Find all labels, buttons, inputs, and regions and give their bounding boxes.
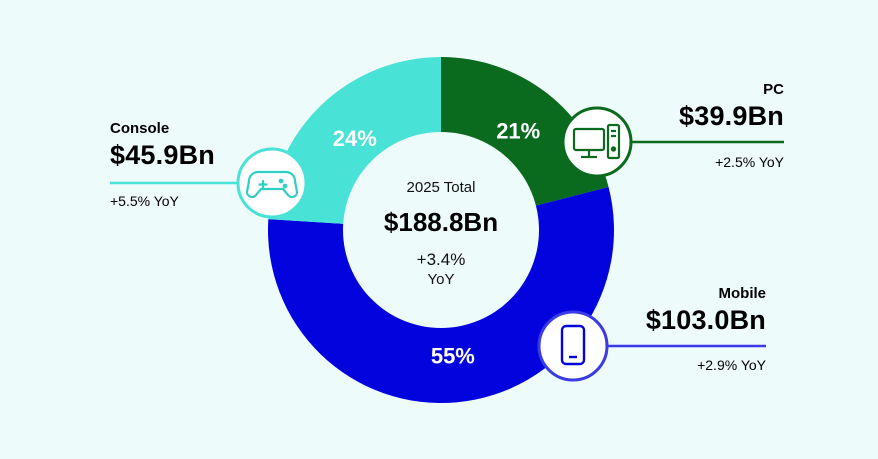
donut-hole [343,132,539,328]
gamepad-icon [245,170,299,199]
center-total-label: 2025 Total [407,179,476,196]
mobile-value: $103.0Bn [645,305,766,335]
percent-label-pc: 21% [496,118,540,143]
mobile-callout: Mobile $103.0Bn [646,285,766,336]
console-value: $45.9Bn [110,140,215,170]
center-yoy-value: +3.4% [417,250,466,269]
pc-value: $39.9Bn [679,101,784,131]
pc-name: PC [763,81,784,98]
mobile-name: Mobile [718,285,767,302]
percent-label-mobile: 55% [431,343,475,368]
mobile-badge [537,310,609,382]
console-badge [236,147,308,219]
smartphone-icon [560,324,586,366]
pc-callout: PC $39.9Bn [679,81,784,132]
desktop-pc-icon [572,123,621,160]
percent-labels: 21% 55% 24% [333,118,541,368]
callout-connectors [110,140,784,348]
percent-label-console: 24% [333,126,377,151]
pc-badge [561,106,633,178]
pc-yoy: +2.5% YoY [715,154,784,170]
console-yoy: +5.5% YoY [110,193,179,209]
console-name: Console [110,120,170,137]
center-yoy-word: YoY [428,271,455,288]
mobile-yoy: +2.9% YoY [697,357,766,373]
console-callout: Console $45.9Bn [110,120,215,171]
center-total-value: $188.8Bn [384,207,498,237]
